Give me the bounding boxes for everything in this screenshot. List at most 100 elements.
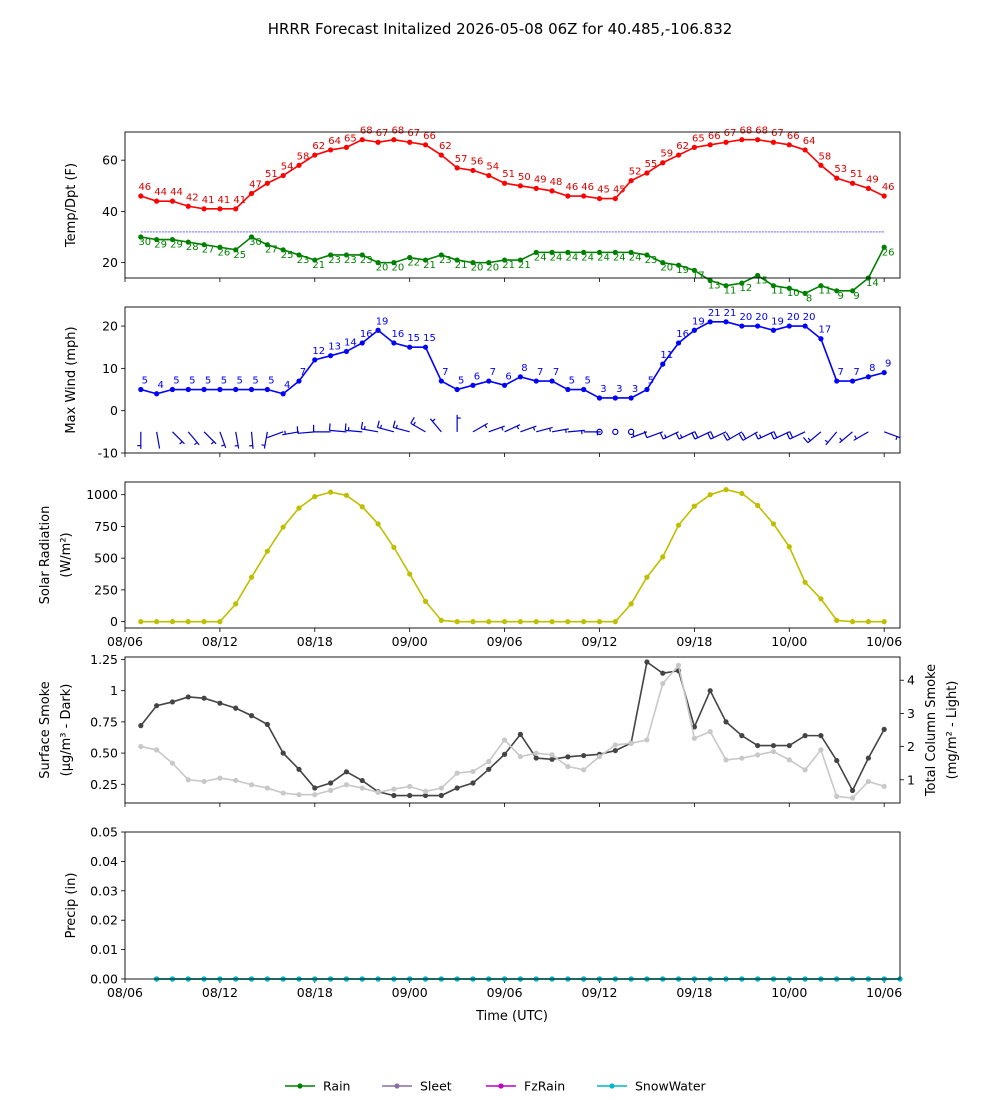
wind-data-label: 3 — [632, 384, 638, 395]
x-tick-label: 10/00 — [771, 985, 807, 1000]
column_smoke-point — [881, 783, 887, 790]
solar-point — [470, 619, 476, 625]
dewpoint-data-label: 29 — [154, 240, 167, 251]
wind-point — [644, 386, 650, 393]
temp-point — [723, 139, 729, 145]
temp-point — [422, 142, 429, 148]
solar-point — [612, 619, 618, 625]
surface_smoke-point — [201, 695, 207, 701]
temp-point — [533, 185, 539, 191]
solar-point — [565, 619, 571, 625]
temp-data-label: 51 — [265, 169, 278, 180]
temp-data-label: 68 — [755, 126, 768, 137]
legend-label: SnowWater — [635, 1079, 707, 1094]
column_smoke-point — [185, 777, 191, 783]
wind-point — [881, 369, 887, 376]
y-axis-label: Temp/Dpt (F) — [64, 163, 79, 248]
wind-barb — [456, 414, 461, 432]
temp-point — [169, 198, 176, 204]
wind-data-label: 5 — [142, 376, 148, 387]
wind-barb — [707, 431, 727, 440]
dewpoint-point — [660, 260, 666, 266]
dewpoint-point — [486, 260, 492, 266]
wind-data-label: 20 — [787, 312, 800, 323]
y-axis-label: Max Wind (mph) — [64, 326, 79, 433]
wind-data-label: 12 — [312, 346, 325, 357]
wind-point — [422, 344, 429, 350]
wind-point — [802, 323, 808, 329]
wind-point — [296, 378, 302, 384]
temp-data-label: 44 — [170, 187, 183, 198]
wind-data-label: 16 — [360, 329, 373, 340]
surface_smoke-point — [486, 766, 492, 772]
dewpoint-point — [612, 249, 618, 255]
solar-point — [422, 598, 429, 604]
wind-barb-flag — [773, 431, 778, 438]
wind-barb-flag — [691, 432, 696, 440]
wind-point — [549, 378, 555, 384]
wind-point — [660, 361, 666, 367]
temp-data-label: 46 — [882, 182, 895, 193]
wind-barb-flag — [360, 421, 364, 429]
solar-point — [865, 619, 871, 625]
y-tick-label: 0.03 — [90, 883, 118, 898]
wind-barb-half-flag — [758, 434, 762, 438]
dewpoint-point — [470, 260, 476, 266]
wind-data-label: 7 — [442, 367, 448, 378]
dewpoint-data-label: 20 — [376, 263, 389, 274]
solar-point — [675, 522, 682, 528]
wind-data-label: 21 — [708, 308, 721, 319]
temp-point — [691, 144, 697, 150]
y-tick-label: 750 — [94, 519, 118, 534]
column_smoke-point — [169, 760, 176, 766]
dewpoint-data-label: 24 — [550, 252, 563, 263]
wind-barb-shaft — [263, 431, 268, 449]
column_smoke-point — [264, 785, 270, 791]
dewpoint-point — [802, 290, 808, 296]
solar-point — [517, 619, 524, 625]
dewpoint-point — [328, 252, 334, 258]
temp-data-label: 66 — [708, 131, 721, 142]
surface_smoke-point — [312, 785, 318, 791]
panel-3: 0 250 500 750 1000 08/06 08/12 08/18 09/00 09/06 0… — [38, 481, 902, 649]
solar-point — [723, 487, 729, 493]
temp-point — [834, 175, 840, 181]
legend: Rain Sleet FzRain SnowWater — [285, 1079, 707, 1094]
surface_smoke-point — [770, 742, 777, 749]
x-axis-label: Time (UTC) — [475, 1009, 548, 1024]
wind-data-label: 5 — [569, 376, 575, 387]
temp-point — [280, 172, 286, 179]
y-right-tick-label: 4 — [907, 673, 915, 688]
column_smoke-point — [501, 737, 508, 743]
solar-point — [786, 544, 792, 550]
temp-point — [739, 137, 745, 143]
temp-data-label: 62 — [312, 141, 325, 152]
legend-item: Sleet — [382, 1079, 452, 1094]
solar-point — [217, 619, 223, 625]
column_smoke-point — [786, 757, 792, 763]
y-axis-label: Solar Radiation — [38, 506, 53, 605]
solar-point — [280, 524, 286, 530]
column_smoke-point — [802, 767, 808, 773]
wind-barb-half-flag — [824, 439, 829, 443]
solar-point — [438, 617, 444, 623]
temp-data-label: 58 — [819, 151, 832, 162]
surface_smoke-point — [723, 719, 729, 725]
panel-frame — [124, 481, 901, 629]
dewpoint-point — [675, 262, 682, 268]
wind-barb-half-flag — [210, 441, 215, 445]
y-axis-unit: (W/m²) — [59, 532, 74, 577]
legend-item: FzRain — [486, 1079, 565, 1094]
legend-item: SnowWater — [597, 1079, 707, 1094]
column_smoke-point — [849, 795, 856, 801]
y-tick-label: 0.02 — [90, 913, 118, 928]
temp-data-label: 50 — [518, 172, 531, 183]
wind-point — [138, 386, 144, 393]
figure-title: HRRR Forecast Initalized 2026-05-08 06Z … — [268, 20, 733, 38]
temp-data-label: 68 — [392, 126, 405, 137]
wind-barb-flag — [802, 437, 809, 444]
wind-barb-shaft — [551, 428, 569, 433]
column_smoke-point — [865, 778, 871, 785]
wind-point — [233, 386, 239, 393]
dewpoint-data-label: 12 — [739, 283, 752, 294]
